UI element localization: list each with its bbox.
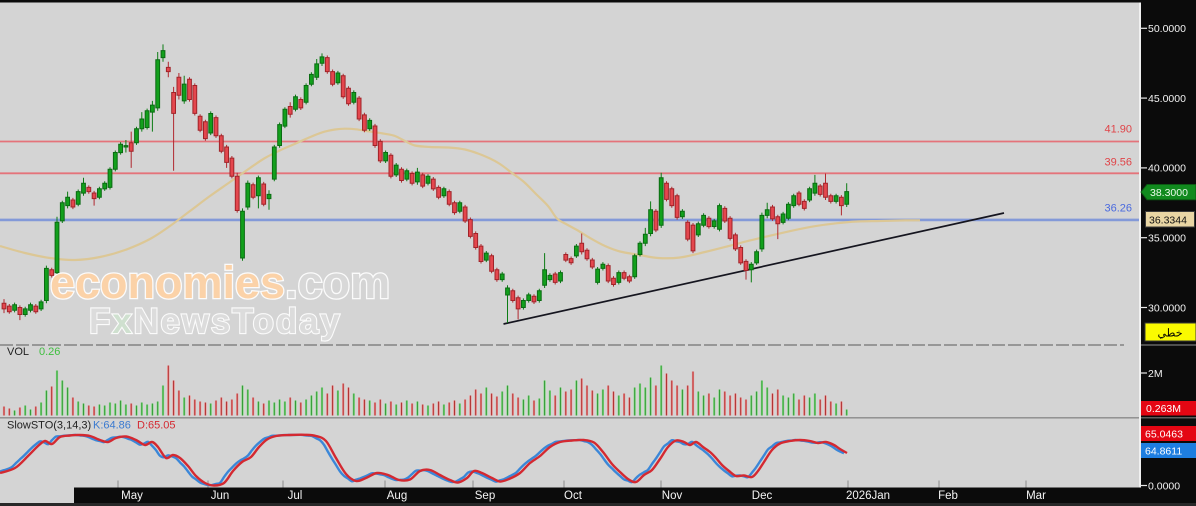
svg-text:2026Jan: 2026Jan [846, 490, 890, 502]
svg-text:41.90: 41.90 [1104, 124, 1132, 136]
svg-text:Jul: Jul [288, 490, 303, 502]
svg-text:May: May [121, 490, 143, 502]
svg-text:K:64.86: K:64.86 [93, 420, 131, 432]
svg-text:65.0463: 65.0463 [1145, 429, 1183, 441]
svg-text:Sep: Sep [475, 490, 495, 502]
svg-text:SlowSTO(3,14,3): SlowSTO(3,14,3) [7, 420, 91, 432]
svg-text:D:65.05: D:65.05 [137, 420, 176, 432]
svg-text:35.0000: 35.0000 [1148, 233, 1186, 245]
svg-text:FxNewsToday: FxNewsToday [89, 302, 342, 341]
svg-text:Feb: Feb [938, 490, 958, 502]
svg-text:Aug: Aug [387, 490, 407, 502]
svg-text:VOL: VOL [7, 346, 29, 358]
svg-text:39.56: 39.56 [1104, 157, 1132, 169]
svg-text:30.0000: 30.0000 [1148, 302, 1186, 314]
svg-text:Mar: Mar [1026, 490, 1046, 502]
svg-text:38.3000: 38.3000 [1150, 187, 1188, 199]
svg-text:Jun: Jun [211, 490, 230, 502]
svg-text:0.26: 0.26 [39, 346, 60, 358]
svg-text:economies.com: economies.com [50, 257, 390, 308]
svg-text:36.3344: 36.3344 [1149, 215, 1187, 227]
svg-text:0.0000: 0.0000 [1148, 480, 1180, 492]
svg-text:40.0000: 40.0000 [1148, 163, 1186, 175]
svg-text:Oct: Oct [564, 490, 583, 502]
svg-text:Dec: Dec [752, 490, 773, 502]
svg-text:خطي: خطي [1158, 328, 1183, 340]
svg-text:36.26: 36.26 [1104, 203, 1132, 215]
svg-text:0.263M: 0.263M [1146, 403, 1181, 415]
svg-text:64.8611: 64.8611 [1145, 446, 1182, 458]
svg-text:Nov: Nov [662, 490, 683, 502]
svg-text:45.0000: 45.0000 [1148, 93, 1186, 105]
svg-text:2M: 2M [1148, 368, 1163, 380]
svg-text:50.0000: 50.0000 [1148, 23, 1186, 35]
